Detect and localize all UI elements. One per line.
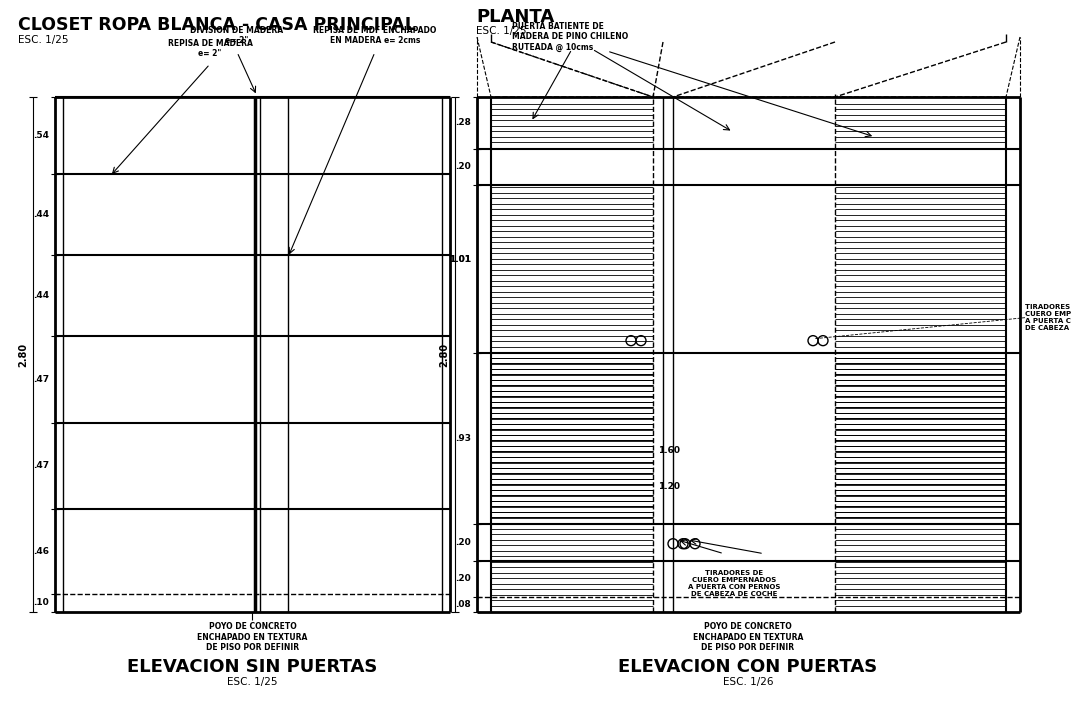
Text: .20: .20 [455, 538, 471, 546]
Text: DIVISION DE MADERA
e= 2": DIVISION DE MADERA e= 2" [191, 26, 284, 45]
Text: .20: .20 [455, 574, 471, 584]
Text: 1.01: 1.01 [449, 255, 471, 265]
Text: .47: .47 [33, 461, 49, 470]
Text: .44: .44 [33, 210, 49, 219]
Text: PUERTA BATIENTE DE
MADERA DE PINO CHILENO
RUTEADA @ 10cms: PUERTA BATIENTE DE MADERA DE PINO CHILEN… [512, 22, 629, 52]
Text: 1.60: 1.60 [658, 446, 680, 455]
Text: 1.20: 1.20 [658, 483, 680, 491]
Text: 1.01: 1.01 [449, 255, 471, 265]
Text: REPISA DE MADERA
e= 2": REPISA DE MADERA e= 2" [167, 39, 253, 58]
Text: POYO DE CONCRETO
ENCHAPADO EN TEXTURA
DE PISO POR DEFINIR: POYO DE CONCRETO ENCHAPADO EN TEXTURA DE… [197, 622, 307, 652]
Text: .44: .44 [33, 291, 49, 300]
Text: REPISA DE MDF ENCHAPADO
EN MADERA e= 2cms: REPISA DE MDF ENCHAPADO EN MADERA e= 2cm… [314, 26, 437, 45]
Text: TIRADORES DE
CUERO EMPERNADOS
A PUERTA CON PERNOS
DE CABEZA DE COCHE: TIRADORES DE CUERO EMPERNADOS A PUERTA C… [688, 570, 780, 597]
Text: .28: .28 [455, 118, 471, 127]
Text: ELEVACION CON PUERTAS: ELEVACION CON PUERTAS [618, 658, 877, 676]
Text: ESC. 1/25: ESC. 1/25 [227, 677, 277, 687]
Text: .47: .47 [33, 375, 49, 384]
Text: .54: .54 [33, 131, 49, 140]
Text: ESC. 1/25: ESC. 1/25 [18, 35, 69, 45]
Text: .93: .93 [455, 434, 471, 442]
Text: ELEVACION SIN PUERTAS: ELEVACION SIN PUERTAS [127, 658, 378, 676]
Text: ESC. 1/26: ESC. 1/26 [723, 677, 773, 687]
Text: .20: .20 [455, 162, 471, 171]
Text: POYO DE CONCRETO
ENCHAPADO EN TEXTURA
DE PISO POR DEFINIR: POYO DE CONCRETO ENCHAPADO EN TEXTURA DE… [693, 622, 803, 652]
Text: TIRADORES DE
CUERO EMPERNADOS
A PUERTA CON PERNOS
DE CABEZA DE COCHE: TIRADORES DE CUERO EMPERNADOS A PUERTA C… [1025, 304, 1071, 331]
Text: 2.80: 2.80 [18, 343, 28, 366]
Text: .08: .08 [455, 600, 471, 609]
Text: 2.80: 2.80 [439, 343, 449, 366]
Text: CLOSET ROPA BLANCA - CASA PRINCIPAL: CLOSET ROPA BLANCA - CASA PRINCIPAL [18, 16, 416, 34]
Text: .10: .10 [33, 598, 49, 607]
Text: .46: .46 [33, 547, 49, 556]
Text: PLANTA: PLANTA [476, 8, 555, 26]
Text: ESC. 1/25: ESC. 1/25 [476, 26, 527, 36]
